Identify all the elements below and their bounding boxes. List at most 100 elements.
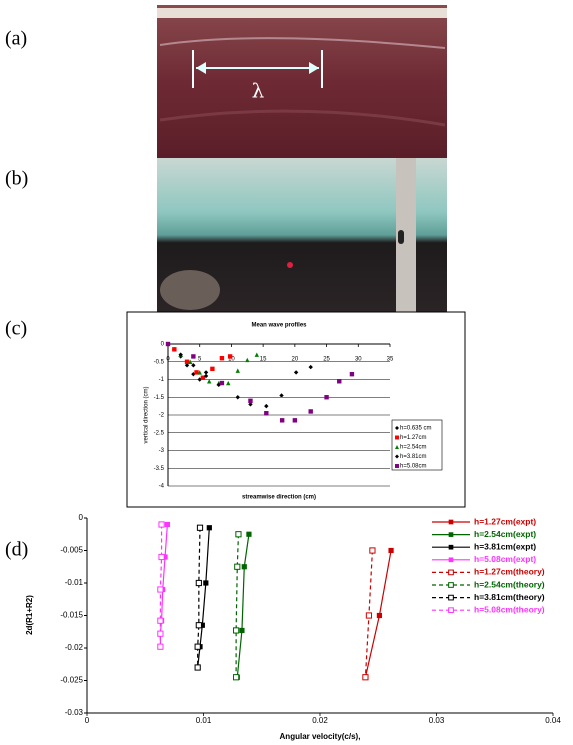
y-tick-label: -0.5	[154, 359, 165, 365]
marker	[239, 627, 245, 634]
marker	[293, 370, 299, 375]
x-tick-label: 25	[323, 357, 330, 363]
y-tick-label: 0	[161, 342, 165, 348]
marker	[157, 630, 164, 637]
marker	[191, 354, 196, 359]
legend-marker	[395, 426, 399, 430]
marker	[254, 352, 259, 357]
y-tick-label: -0.03	[65, 708, 84, 717]
series-line	[235, 534, 240, 678]
series-line	[159, 524, 163, 647]
x-tick-label: 0.02	[312, 716, 328, 725]
marker	[203, 580, 209, 586]
marker	[235, 531, 242, 538]
marker	[308, 364, 313, 370]
marker	[227, 354, 233, 359]
legend-marker	[448, 607, 454, 614]
marker	[178, 352, 183, 357]
y-tick-label: -0.02	[65, 643, 84, 652]
y-tick-label: -1.5	[154, 395, 165, 401]
y-tick-label: -1	[159, 377, 165, 383]
y-tick-label: 0	[79, 513, 84, 522]
legend-marker	[395, 445, 399, 449]
marker	[158, 553, 165, 561]
marker	[219, 356, 225, 361]
marker	[388, 547, 394, 554]
x-tick-label: 35	[387, 357, 394, 363]
legend-label: h=3.81cm	[400, 454, 427, 460]
marker	[184, 359, 190, 364]
marker	[365, 612, 373, 619]
x-tick-label: 20	[292, 357, 299, 363]
marker	[246, 531, 252, 537]
legend-label: h=3.81cm(expt)	[474, 541, 536, 551]
legend-marker	[448, 532, 454, 537]
marker	[162, 554, 168, 560]
marker	[194, 643, 201, 650]
legend-label: h=1.27cm(expt)	[474, 516, 536, 526]
legend-label: h=5.08cm(theory)	[474, 604, 545, 614]
chart-c-frame	[126, 311, 466, 508]
y-tick-label: -2.5	[154, 430, 165, 436]
x-tick-label: 0	[85, 716, 90, 725]
marker	[235, 368, 240, 373]
marker	[210, 366, 215, 372]
y-tick-label: -2	[159, 413, 165, 419]
legend-marker	[448, 557, 454, 563]
marker	[203, 370, 209, 375]
x-tick-label: 0.01	[196, 716, 212, 725]
marker	[157, 643, 164, 650]
legend-label: h=1.27cm	[400, 435, 427, 441]
panel-label: (d)	[5, 539, 28, 561]
marker	[324, 395, 329, 400]
marker	[157, 586, 164, 593]
y-tick-label: -0.005	[60, 546, 83, 555]
panel-label: (b)	[5, 168, 28, 190]
marker	[206, 525, 212, 531]
marker	[264, 411, 269, 416]
marker	[196, 524, 204, 531]
marker	[197, 370, 202, 375]
legend-label: h=5.08cm	[400, 464, 427, 470]
marker	[195, 622, 202, 629]
x-tick-label: 15	[260, 357, 267, 363]
panel-label: (a)	[5, 28, 27, 50]
panel-label: (c)	[5, 318, 27, 340]
y-tick-label: -3	[159, 448, 165, 454]
marker	[369, 547, 376, 554]
x-tick-label: 0.03	[429, 716, 445, 725]
series-line	[159, 524, 168, 647]
marker	[248, 402, 253, 407]
legend-label: h=1.27cm(theory)	[474, 567, 545, 577]
series-line	[197, 527, 201, 668]
legend-label: h=2.54cm	[400, 445, 427, 451]
x-tick-label: 5	[198, 357, 202, 363]
marker	[207, 379, 212, 384]
lambda-label: λ	[252, 79, 265, 103]
marker	[157, 617, 164, 624]
x-tick-label: 10	[228, 357, 235, 363]
marker	[194, 370, 199, 375]
marker	[226, 380, 231, 386]
series-line	[236, 534, 250, 678]
y-axis-label: 2d(R1+R2)	[25, 595, 34, 635]
marker	[158, 521, 165, 528]
marker	[292, 418, 298, 423]
legend-label: h=0.635 cm	[400, 426, 432, 432]
marker	[200, 375, 206, 380]
marker	[188, 359, 193, 364]
marker	[376, 612, 383, 619]
legend-label: h=2.54cm(expt)	[474, 529, 536, 539]
legend-label: h=2.54cm(theory)	[474, 579, 545, 589]
marker	[264, 403, 269, 409]
legend-marker	[448, 544, 454, 550]
chart-title: Mean wave profiles	[251, 323, 307, 329]
chart-c-legend-box	[391, 419, 443, 471]
marker	[234, 563, 241, 570]
x-axis-label: streamwise direction (cm)	[242, 495, 316, 501]
y-tick-label: -0.01	[65, 578, 84, 587]
marker	[172, 347, 177, 352]
y-tick-label: -4	[159, 484, 165, 490]
marker	[199, 622, 205, 628]
marker	[233, 674, 240, 681]
